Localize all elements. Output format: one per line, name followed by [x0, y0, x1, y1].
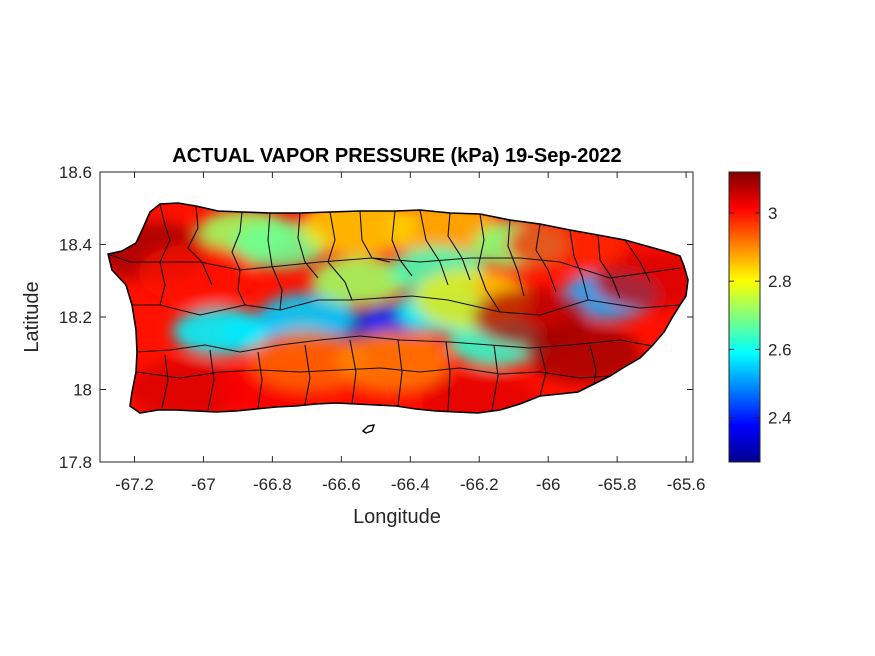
municipality-boundary-3 [267, 212, 283, 311]
y-tick-label: 17.8 [59, 453, 92, 472]
municipality-boundary-2 [231, 211, 246, 306]
municipality-boundary-15 [624, 239, 651, 283]
island-outline [107, 202, 689, 414]
municipality-boundary-17 [130, 295, 681, 316]
y-tick-label: 18.6 [59, 163, 92, 182]
municipality-boundary-16 [108, 253, 681, 279]
municipality-boundary-29 [589, 344, 597, 385]
municipality-boundary-4 [297, 212, 319, 279]
municipality-boundary-11 [507, 219, 525, 297]
x-tick-label: -67 [191, 475, 216, 494]
municipality-boundary-19 [136, 367, 611, 379]
vapor-field-sample-12 [310, 256, 407, 305]
colorbar-ticks: 2.4 2.6 2.8 3 [729, 204, 792, 428]
municipality-boundary-24 [349, 339, 357, 405]
x-tick-label: -65.6 [667, 475, 706, 494]
municipality-boundary-10 [477, 213, 501, 313]
colorbar-tick-label: 2.6 [768, 340, 792, 359]
y-axis-label: Latitude [21, 281, 43, 352]
municipality-boundary-14 [597, 234, 621, 299]
plot-area: -67.2 -67 -66.8 -66.6 -66.4 -66.2 -66 -65.8 -65.… [59, 163, 706, 494]
vapor-field-sample-24 [593, 250, 688, 311]
colorbar: 2.4 2.6 2.8 3 [728, 171, 792, 463]
vapor-pressure-field [108, 203, 688, 413]
municipality-boundary-18 [135, 335, 653, 353]
municipality-boundary-22 [257, 351, 263, 409]
municipality-boundary-6 [359, 210, 391, 263]
vapor-field-sample-17 [138, 243, 255, 304]
x-tick-label: -65.8 [598, 475, 637, 494]
colorbar-frame [728, 171, 761, 463]
municipality-boundary-7 [391, 210, 413, 277]
vapor-field-sample-23 [524, 323, 641, 384]
municipality-boundary-27 [491, 344, 499, 411]
chart-title: ACTUAL VAPOR PRESSURE (kPa) 19-Sep-2022 [172, 145, 621, 167]
x-tick-label: -66 [536, 475, 561, 494]
colorbar-gradient [729, 172, 760, 462]
municipality-boundary-1 [187, 205, 213, 286]
x-tick-label: -66.4 [391, 475, 430, 494]
colorbar-tick-label: 3 [768, 204, 777, 223]
y-tick-label: 18 [73, 381, 92, 400]
vapor-field-sample-3 [172, 307, 269, 356]
y-axis-ticks: 17.8 18 18.2 18.4 18.6 [59, 163, 693, 472]
municipality-boundary-21 [207, 349, 215, 411]
vapor-field-sample-27 [335, 330, 452, 391]
vapor-field-sample-4 [258, 293, 355, 341]
municipality-boundary-26 [445, 341, 451, 412]
municipality-boundary-25 [397, 339, 403, 407]
municipality-boundary-0 [159, 203, 171, 306]
x-tick-label: -66.8 [253, 475, 292, 494]
municipality-boundary-28 [539, 347, 547, 397]
municipality-boundary-8 [419, 209, 449, 286]
municipality-boundary-13 [569, 229, 589, 301]
x-tick-label: -66.6 [322, 475, 361, 494]
x-tick-label: -66.2 [460, 475, 499, 494]
municipality-boundary-20 [161, 354, 169, 409]
x-tick-label: -67.2 [115, 475, 154, 494]
municipality-boundary-5 [327, 211, 353, 301]
municipality-boundary-23 [304, 344, 311, 405]
x-axis-label: Longitude [353, 506, 441, 528]
caja-de-muerto-islet [361, 424, 376, 434]
municipality-boundary-9 [447, 212, 471, 281]
y-tick-label: 18.2 [59, 308, 92, 327]
colorbar-tick-label: 2.8 [768, 272, 792, 291]
x-axis-ticks: -67.2 -67 -66.8 -66.6 -66.4 -66.2 -66 -65.8 -65.… [115, 172, 705, 494]
vapor-field-sample-21 [421, 370, 538, 413]
colorbar-tick-label: 2.4 [768, 409, 792, 428]
municipality-boundaries [108, 203, 681, 412]
y-tick-label: 18.4 [59, 236, 92, 255]
